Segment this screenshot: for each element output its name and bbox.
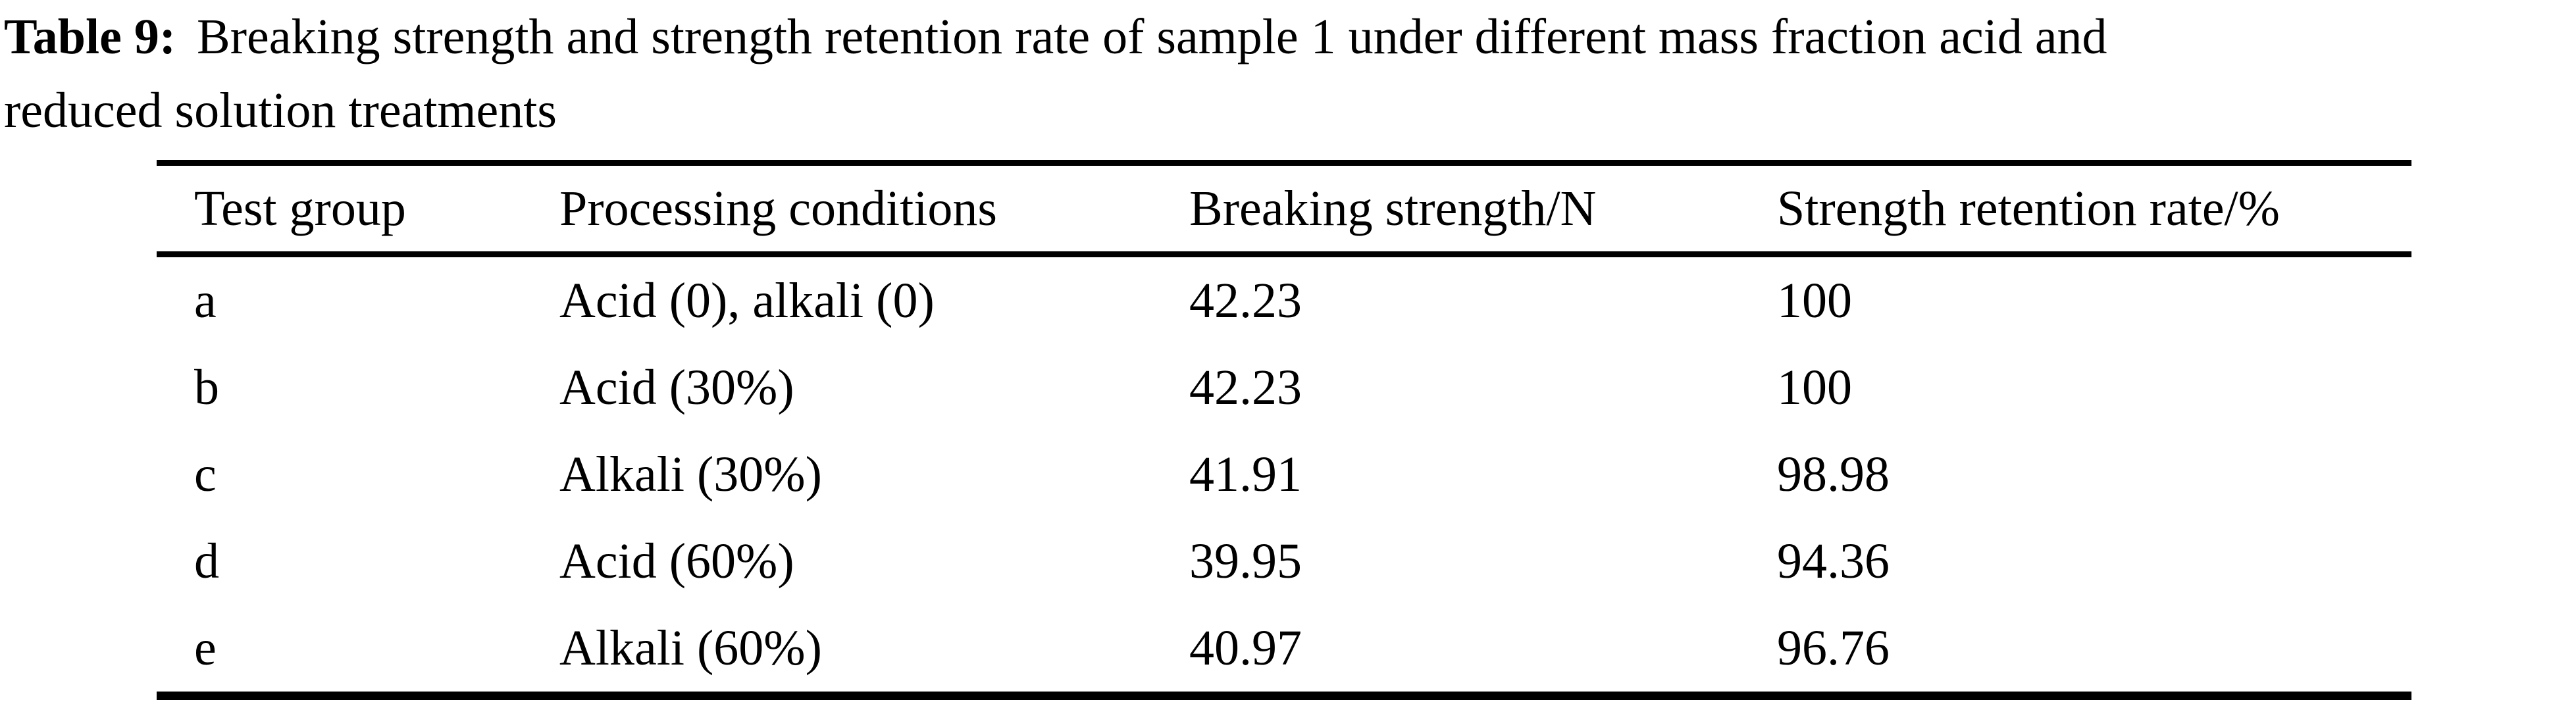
- cell-condition: Acid (60%): [559, 533, 794, 589]
- table-row: e Alkali (60%) 40.97 96.76: [157, 605, 2411, 692]
- cell-retention: 94.36: [1777, 533, 1890, 589]
- cell-condition: Alkali (30%): [559, 446, 822, 502]
- cell-group: c: [194, 446, 217, 502]
- column-header-retention-rate: Strength retention rate/%: [1777, 180, 2280, 236]
- cell-strength: 40.97: [1189, 620, 1302, 676]
- cell-strength: 42.23: [1189, 359, 1302, 415]
- table-row: a Acid (0), alkali (0) 42.23 100: [157, 257, 2411, 344]
- table-caption: Table 9: Breaking strength and strength r…: [4, 0, 2576, 147]
- cell-condition: Alkali (60%): [559, 620, 822, 676]
- table-header-rule: [157, 251, 2411, 257]
- table-top-rule: [157, 160, 2411, 166]
- cell-retention: 96.76: [1777, 620, 1890, 676]
- cell-strength: 42.23: [1189, 272, 1302, 328]
- cell-retention: 100: [1777, 272, 1852, 328]
- column-header-processing-conditions: Processing conditions: [559, 180, 997, 236]
- cell-strength: 39.95: [1189, 533, 1302, 589]
- cell-group: a: [194, 272, 217, 328]
- table-row: d Acid (60%) 39.95 94.36: [157, 518, 2411, 605]
- caption-line-2: reduced solution treatments: [4, 83, 557, 138]
- table-row: b Acid (30%) 42.23 100: [157, 344, 2411, 431]
- cell-retention: 100: [1777, 359, 1852, 415]
- data-table: Test group Processing conditions Breakin…: [157, 160, 2411, 700]
- cell-group: d: [194, 533, 219, 589]
- table-header-row: Test group Processing conditions Breakin…: [157, 166, 2411, 251]
- column-header-test-group: Test group: [194, 180, 406, 236]
- cell-retention: 98.98: [1777, 446, 1890, 502]
- cell-condition: Acid (30%): [559, 359, 794, 415]
- cell-condition: Acid (0), alkali (0): [559, 272, 935, 328]
- cell-group: b: [194, 359, 219, 415]
- table-row: c Alkali (30%) 41.91 98.98: [157, 431, 2411, 518]
- caption-label: Table 9:: [4, 9, 176, 64]
- cell-strength: 41.91: [1189, 446, 1302, 502]
- caption-line-1: Table 9: Breaking strength and strength r…: [4, 0, 2576, 74]
- table-bottom-rule: [157, 692, 2411, 700]
- cell-group: e: [194, 620, 217, 676]
- column-header-breaking-strength: Breaking strength/N: [1189, 180, 1597, 236]
- caption-text: Breaking strength and strength retention…: [197, 9, 2107, 64]
